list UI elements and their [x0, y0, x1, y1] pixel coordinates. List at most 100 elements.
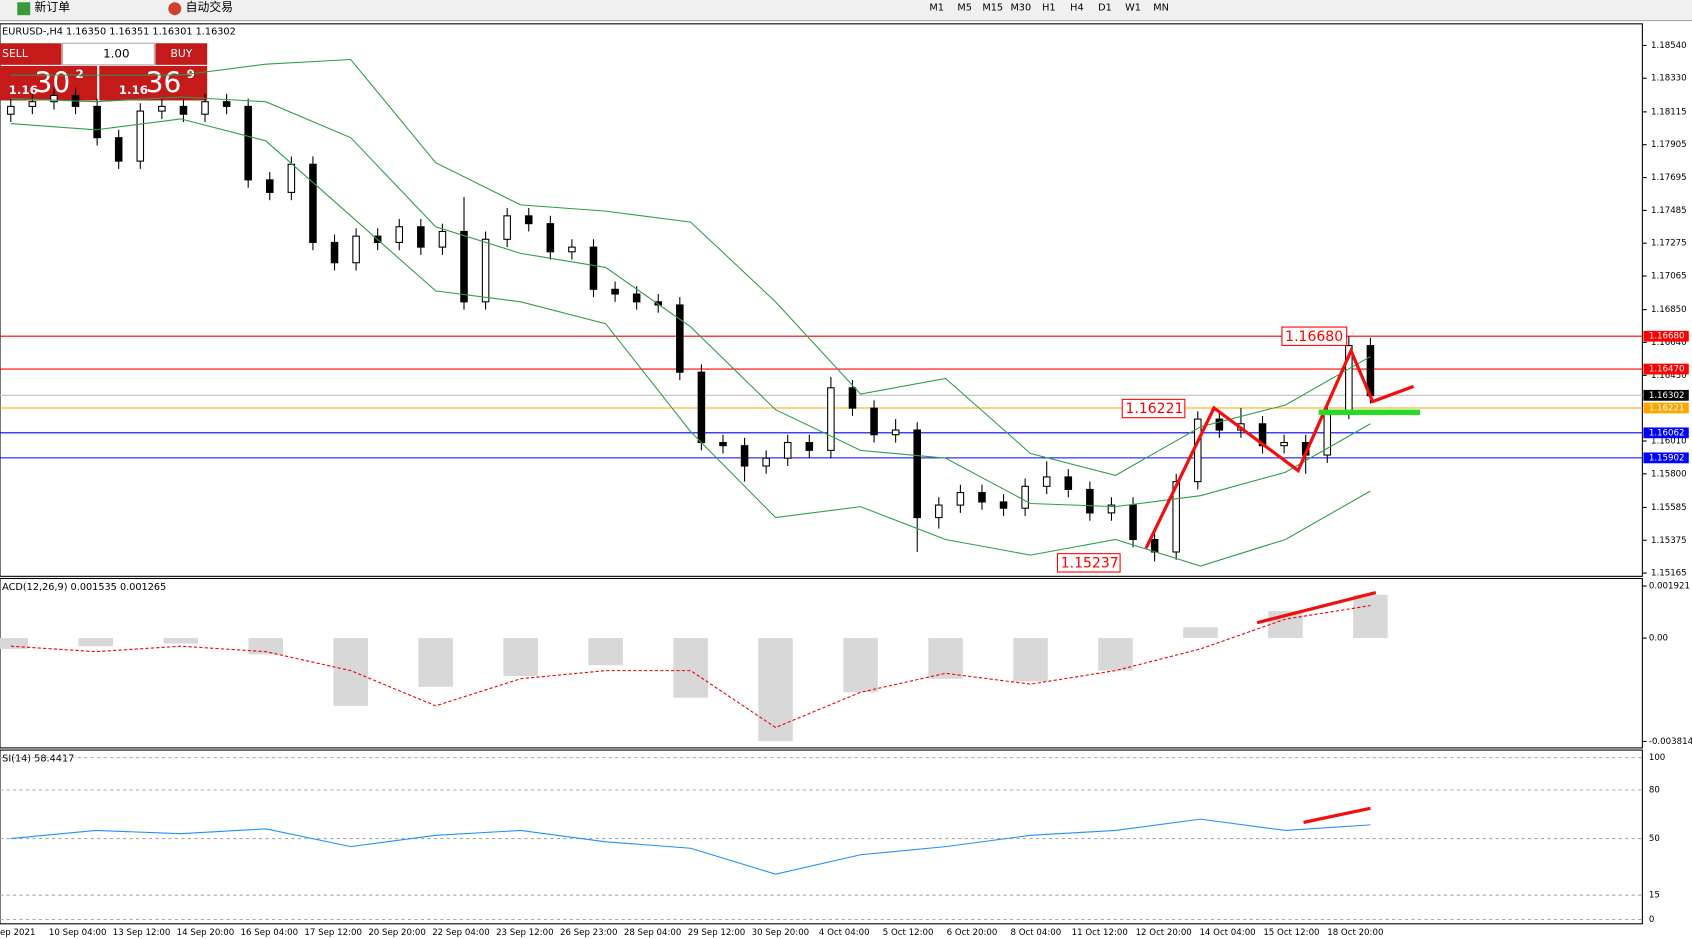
timeframe-button[interactable]: M30: [1010, 3, 1031, 14]
lots-value[interactable]: 1.00: [103, 47, 129, 61]
macd-bar: [503, 638, 538, 677]
candle-body: [201, 101, 209, 115]
level-tag: [1643, 363, 1689, 375]
candle-body: [1107, 504, 1116, 514]
candle-body: [935, 504, 943, 519]
candle-body: [870, 407, 878, 436]
candle-body: [719, 442, 727, 447]
sell-button[interactable]: [0, 43, 62, 65]
buy-button[interactable]: [155, 43, 208, 65]
timeframe-button[interactable]: H4: [1070, 3, 1083, 14]
level-label: 1.16221: [1649, 403, 1685, 413]
candle-body: [158, 105, 166, 112]
macd-bar: [163, 638, 199, 644]
candle-body: [632, 293, 641, 303]
y-tick-label: 1.17485: [1651, 206, 1687, 216]
y-tick-label: 50: [1649, 834, 1660, 844]
candle-body: [136, 110, 145, 162]
macd-bar: [78, 638, 114, 647]
candle-body: [891, 429, 900, 436]
auto-trading-icon[interactable]: [168, 2, 182, 16]
y-tick-label: 0.00: [1649, 634, 1668, 644]
timeframe-button[interactable]: M15: [982, 3, 1003, 14]
timeframe-button[interactable]: M5: [957, 3, 972, 14]
candle-body: [740, 445, 749, 467]
candle-body: [244, 105, 252, 181]
candle-body: [524, 215, 533, 225]
level-label: 1.16062: [1649, 428, 1685, 438]
y-tick-label: 100: [1649, 753, 1665, 763]
rsi-label: SI(14) 58.4417: [2, 754, 74, 765]
ask-box[interactable]: [99, 65, 208, 101]
timeframe-button[interactable]: M1: [929, 3, 944, 14]
timeframe-button[interactable]: MN: [1153, 3, 1169, 14]
bollinger-upper: [10, 58, 1371, 476]
y-tick-label: 0.001921: [1649, 582, 1690, 592]
candle-body: [956, 492, 965, 506]
macd-bar: [758, 638, 793, 742]
x-tick-label: 16 Sep 04:00: [241, 928, 299, 938]
macd-bar: [333, 638, 368, 706]
timeframe-button[interactable]: W1: [1125, 3, 1141, 14]
candle-body: [309, 163, 317, 243]
candle-body: [1280, 442, 1288, 447]
new-order-button[interactable]: 新订单: [35, 0, 71, 14]
level-label: 1.16680: [1649, 332, 1685, 342]
bid-pips: 30: [35, 66, 71, 99]
x-tick-label: 6 Oct 20:00: [947, 928, 998, 938]
y-tick-label: 1.16850: [1651, 305, 1687, 315]
level-tag: [1643, 389, 1689, 401]
level-label: 1.15902: [1649, 453, 1685, 463]
candle-body: [114, 137, 123, 162]
x-tick-label: 11 Oct 12:00: [1072, 928, 1128, 938]
price-panel: [0, 23, 1643, 577]
x-tick-label: 29 Sep 12:00: [688, 928, 746, 938]
timeframe-button[interactable]: H1: [1042, 3, 1055, 14]
x-tick-label: 28 Sep 04:00: [624, 928, 682, 938]
macd-bar: [1183, 627, 1218, 639]
candle-body: [611, 288, 619, 295]
candle-body: [676, 304, 684, 373]
y-tick-label: 15: [1649, 891, 1660, 901]
bid-big: 1.16: [9, 83, 38, 97]
annotation-box: [1056, 553, 1121, 573]
candle-body: [503, 215, 511, 240]
x-tick-label: 8 Oct 04:00: [1011, 928, 1062, 938]
candle-body: [978, 492, 986, 503]
level-tag: [1643, 330, 1689, 342]
macd-bar: [1098, 638, 1133, 671]
toolbar: [0, 0, 1692, 21]
candle-body: [654, 301, 663, 306]
candle-body: [28, 101, 37, 107]
lots-input[interactable]: [62, 42, 155, 66]
candle-body: [1150, 538, 1159, 553]
macd-bar: [843, 638, 878, 693]
rsi-line: [10, 818, 1371, 875]
auto-trading-button[interactable]: 自动交易: [186, 0, 233, 14]
sell-label[interactable]: SELL: [2, 47, 28, 60]
macd-bar: [1013, 638, 1048, 682]
level-label: 1.16470: [1649, 365, 1685, 375]
candle-body: [1064, 476, 1073, 490]
candle-body: [568, 246, 576, 253]
candle-body: [179, 105, 188, 115]
candle-body: [265, 179, 274, 193]
level-tag: [1643, 427, 1689, 439]
new-order-icon[interactable]: [17, 2, 31, 16]
y-tick-label: 1.15585: [1651, 503, 1687, 513]
buy-label[interactable]: BUY: [170, 47, 192, 60]
ask-pips: 36: [146, 66, 182, 99]
macd-bar: [588, 638, 623, 666]
bid-box[interactable]: [0, 65, 98, 101]
candle-body: [1086, 488, 1094, 514]
x-tick-label: 17 Sep 12:00: [304, 928, 362, 938]
candle-body: [287, 163, 296, 193]
x-tick-label: 15 Oct 12:00: [1263, 928, 1319, 938]
macd-bar: [928, 638, 963, 679]
annotation: 1.15237: [1061, 555, 1119, 571]
x-tick-label: 20 Sep 20:00: [368, 928, 426, 938]
bollinger-lower: [10, 118, 1371, 567]
timeframe-button[interactable]: D1: [1098, 3, 1112, 14]
